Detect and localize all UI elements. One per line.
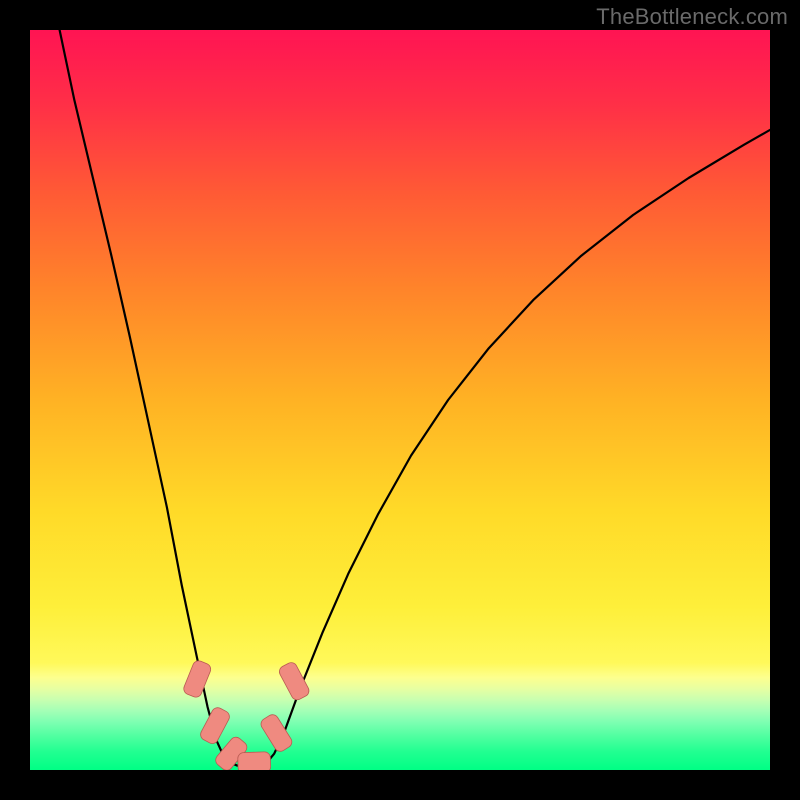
chart-frame: TheBottleneck.com xyxy=(0,0,800,800)
data-marker xyxy=(238,752,271,770)
gradient-chart xyxy=(30,30,770,770)
chart-background xyxy=(30,30,770,770)
watermark-text: TheBottleneck.com xyxy=(596,4,788,30)
